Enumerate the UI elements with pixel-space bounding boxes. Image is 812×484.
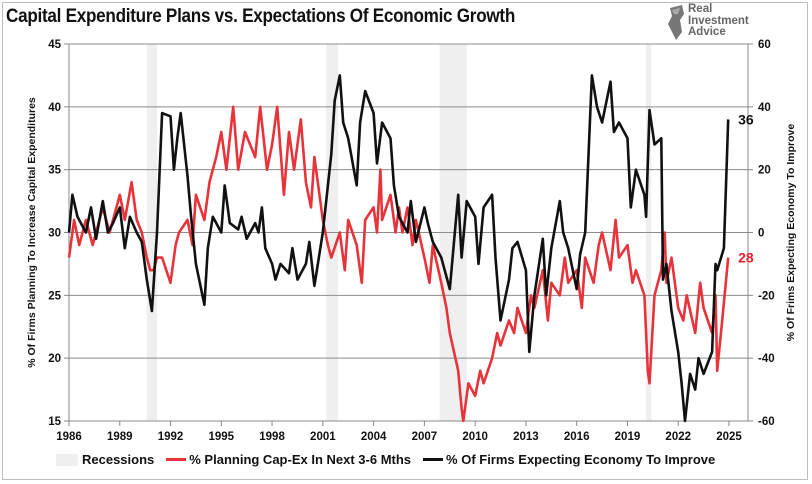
x-tick-label: 1986 [56,431,82,443]
y-tick-label: 35 [48,165,61,177]
y2-tick-label: 40 [758,102,771,114]
y-tick-label: 40 [48,102,61,114]
y2-axis-label: % Of Frims Expecting Economy To Improve [785,124,797,342]
x-tick-label: 1995 [209,431,235,443]
logo-text: Real Investment Advice [688,3,749,39]
logo-line: Advice [688,26,726,38]
y-tick-label: 15 [48,416,61,428]
y-tick-label: 45 [48,39,61,51]
logo-line: Real [688,3,713,15]
y2-tick-label: -60 [758,416,775,428]
logo-line: Investment [688,14,749,27]
y-tick-label: 20 [48,353,61,365]
x-tick-label: 2013 [513,431,539,443]
capex-end-label: 28 [738,250,754,266]
legend-item-recessions: Recessions [56,452,154,467]
x-tick-label: 1992 [158,431,184,443]
x-tick-label: 2004 [361,431,387,443]
economy-series-line [67,74,730,423]
x-tick-label: 1998 [259,431,285,443]
eagle-logo-icon [668,5,684,40]
y2-tick-label: 20 [758,165,771,177]
legend-item-capex: % Planning Cap-Ex In Next 3-6 Mths [166,452,411,467]
x-tick-label: 2016 [564,431,590,443]
y-tick-label: 30 [48,228,61,240]
y2-tick-label: 0 [758,228,764,240]
legend-swatch-capex [166,458,187,461]
x-tick-label: 2025 [716,431,742,443]
legend-swatch-recessions [56,453,78,466]
y2-tick-label: -20 [758,290,775,302]
x-tick-label: 2007 [412,431,438,443]
y-axis-label: % Of Firms Planning To Increase Capital … [26,97,38,368]
x-tick-label: 1989 [107,431,133,443]
legend-label: % Planning Cap-Ex In Next 3-6 Mths [189,452,412,467]
chart-title: Capital Expenditure Plans vs. Expectatio… [6,6,516,27]
chart-legend: Recessions % Planning Cap-Ex In Next 3-6… [56,452,727,467]
y2-tick-label: 60 [758,39,771,51]
legend-label: % Of Firms Expecting Economy To Improve [446,452,716,467]
x-tick-label: 2019 [615,431,641,443]
y-tick-label: 25 [48,290,61,302]
capex-series-line [67,105,730,423]
legend-label: Recessions [82,452,155,467]
y2-tick-label: -40 [758,353,775,365]
legend-item-economy: % Of Firms Expecting Economy To Improve [423,452,715,467]
economy-end-label: 36 [738,111,754,127]
x-tick-label: 2010 [462,431,488,443]
x-tick-label: 2022 [665,431,691,443]
legend-swatch-economy [423,458,444,461]
x-tick-label: 2001 [310,431,336,443]
